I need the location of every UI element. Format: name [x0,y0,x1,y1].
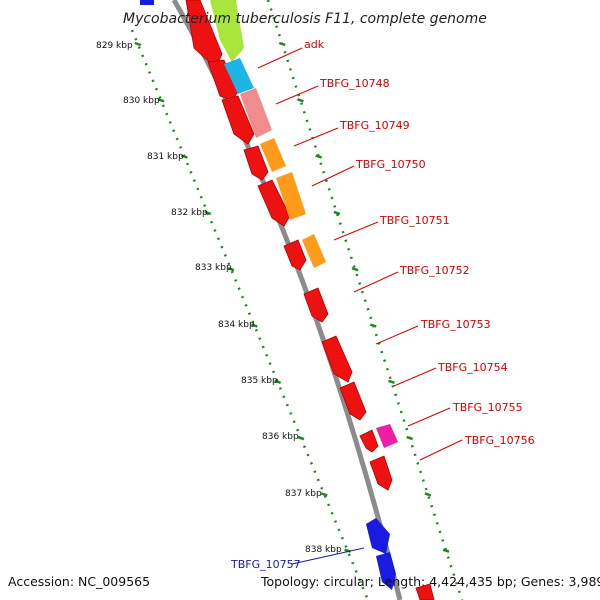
inner-scale-tick [297,435,305,441]
gene-red-3 [221,95,255,145]
outer-scale-ring [266,0,464,600]
leader-tbfg-10751 [333,221,379,241]
outer-scale-tick [315,154,323,159]
outer-scale-tick [406,435,414,441]
gene-red-5 [257,179,291,227]
leader-tbfg-10753 [375,325,419,345]
gene-tbfg-10748 [224,58,254,94]
scale-ticks [134,41,450,553]
scale-label: 830 kbp [123,96,160,106]
outer-scale-tick [297,98,304,103]
gene-red-10 [359,429,379,453]
gene-tbfg-10757-b [376,552,396,590]
inner-scale-tick [181,154,188,159]
gene-tbfg-10755 [376,424,398,448]
leader-adk [257,47,303,69]
gene-label-adk[interactable]: adk [304,38,325,51]
gene-tbfg-10749 [240,88,272,138]
scale-label: 837 kbp [285,489,322,499]
gene-tbfg-10757-a [366,518,390,554]
outer-scale-tick [351,267,359,272]
gene-label-tbfg-10755[interactable]: TBFG_10755 [452,401,523,414]
gene-label-tbfg-10757[interactable]: TBFG_10757 [230,558,301,571]
gene-tbfg-10750 [260,138,286,172]
gene-labels: adk TBFG_10748 TBFG_10749 TBFG_10750 TBF… [230,38,535,571]
scale-label: 833 kbp [195,263,232,273]
reverse-strand-genes [185,0,435,600]
map-title: Mycobacterium tuberculosis F11, complete… [123,11,487,27]
leader-tbfg-10750 [311,165,355,187]
gene-label-tbfg-10753[interactable]: TBFG_10753 [420,318,491,331]
gene-red-4 [243,145,269,181]
gene-red-8 [321,335,353,383]
leader-tbfg-10754 [393,367,437,387]
gene-tbfg-10751 [276,172,306,220]
gene-label-tbfg-10752[interactable]: TBFG_10752 [399,264,470,277]
gene-red-7 [303,287,329,323]
gene-label-tbfg-10756[interactable]: TBFG_10756 [464,434,535,447]
gene-red-2 [207,59,239,101]
leader-tbfg-10755 [407,407,451,427]
gene-label-tbfg-10751[interactable]: TBFG_10751 [379,214,450,227]
outer-scale-tick [424,492,432,497]
outer-scale-tick [333,210,341,216]
gene-adk [210,0,244,62]
gene-label-tbfg-10749[interactable]: TBFG_10749 [339,119,410,132]
label-leader-lines [257,47,463,565]
inner-scale-tick [134,41,142,47]
leader-tbfg-10749 [293,127,339,147]
accession-text: Accession: NC_009565 [8,574,150,589]
scale-label: 838 kbp [305,545,342,555]
leader-tbfg-10756 [419,439,463,461]
leader-tbfg-10752 [353,271,399,293]
scale-label: 835 kbp [241,376,278,386]
gene-tbfg-10752 [302,234,326,268]
leader-tbfg-10748 [275,85,319,105]
scale-label: 834 kbp [218,320,255,330]
inner-scale-tick [320,492,328,497]
partial-gene-blue [140,0,154,5]
scale-label: 829 kbp [96,41,133,51]
inner-scale-tick [250,323,258,328]
scale-label: 836 kbp [262,432,299,442]
forward-strand-genes [210,0,398,590]
gene-red-6 [283,239,307,271]
outer-scale-tick [369,323,377,328]
scale-labels: 829 kbp 830 kbp 831 kbp 832 kbp 833 kbp … [96,41,342,555]
gene-label-tbfg-10750[interactable]: TBFG_10750 [355,158,426,171]
inner-scale-ring [130,29,370,600]
leader-tbfg-10757 [291,547,365,565]
outer-scale-tick [442,548,450,553]
inner-scale-tick [274,379,282,384]
gene-label-tbfg-10754[interactable]: TBFG_10754 [437,361,508,374]
gene-red-9 [339,381,367,421]
scale-label: 831 kbp [147,152,184,162]
inner-scale-tick [204,210,212,216]
outer-scale-tick [278,41,286,47]
gene-label-tbfg-10748[interactable]: TBFG_10748 [319,77,390,90]
inner-scale-tick [227,267,235,272]
scale-label: 832 kbp [171,208,208,218]
outer-scale-tick [388,379,395,384]
inner-scale-tick [157,98,165,103]
gene-red-12 [415,583,435,600]
genome-summary-text: Topology: circular; Length: 4,424,435 bp… [260,574,600,589]
gene-red-11 [369,455,393,491]
